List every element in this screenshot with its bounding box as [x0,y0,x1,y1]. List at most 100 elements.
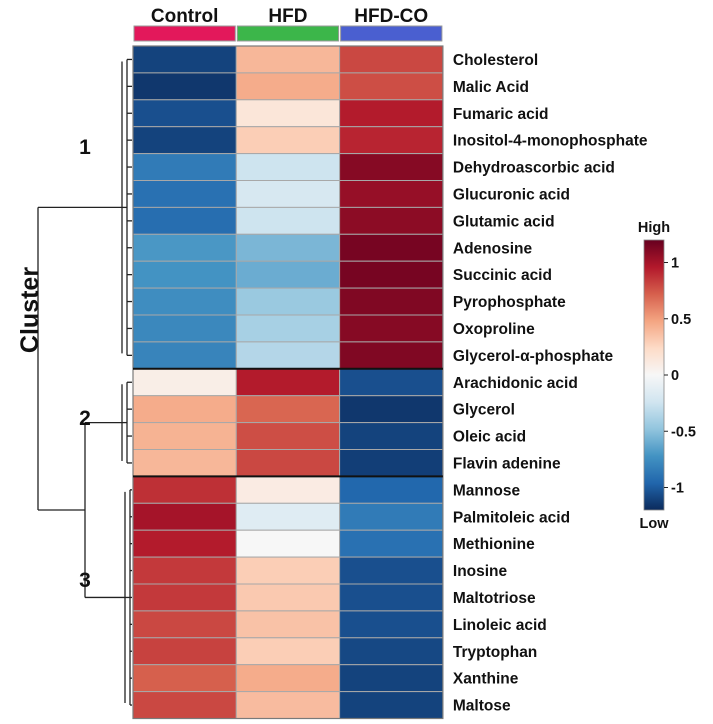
heatmap-cell [132,368,237,397]
heatmap-cell [235,664,341,693]
cluster-labels: 1 2 3 [79,136,91,592]
heatmap-cell [132,45,237,74]
heatmap-cell [339,691,444,719]
row-label: Linoleic acid [453,617,547,634]
heatmap-cell [235,153,341,182]
color-legend: 1 0.5 0 -0.5 -1 High Low [638,220,696,532]
heatmap-cell [132,691,237,719]
heatmap-cell [339,583,444,612]
heatmap-cell [132,449,237,477]
heatmap-cell [235,45,341,74]
heatmap-cell [339,395,444,424]
row-label: Maltose [453,698,511,715]
heatmap-border [132,45,444,720]
legend-high-label: High [638,220,670,236]
heatmap-cell [132,314,237,343]
row-label: Palmitoleic acid [453,509,570,526]
heatmap-cell [235,233,341,262]
cluster-number: 1 [79,136,91,159]
heatmap-cell [339,45,444,74]
cluster-number: 2 [79,407,91,430]
column-label: HFD [268,6,307,27]
heatmap-cell [132,72,237,101]
heatmap-cell [339,502,444,531]
heatmap-cell [132,583,237,612]
cluster-number: 3 [79,569,91,592]
heatmap-cell [235,691,341,719]
heatmap-cell [339,422,444,451]
row-label: Succinic acid [453,267,552,284]
heatmap-cell [339,341,444,370]
row-label: Xanthine [453,671,519,688]
heatmap-cell [132,153,237,182]
legend-tick-label: -1 [671,481,684,497]
heatmap-cell [132,99,237,128]
heatmap-cell [235,260,341,289]
heatmap-cell [339,180,444,208]
heatmap-cell [339,233,444,262]
heatmap-cell [339,664,444,693]
row-label: Cholesterol [453,52,538,69]
legend-tick-label: 0.5 [671,312,691,328]
heatmap-cell [235,341,341,370]
legend-tick-label: 0 [671,368,679,384]
heatmap-cell [339,368,444,397]
heatmap-cell [132,341,237,370]
heatmap-cell [132,664,237,693]
heatmap-cell [339,206,444,235]
column-label: Control [151,6,219,27]
heatmap-cell [235,502,341,531]
heatmap-cell [235,99,341,128]
heatmap-cell [132,260,237,289]
column-bar-3 [340,25,443,42]
row-label: Pyrophosphate [453,294,566,311]
row-label: Glycerol [453,402,515,419]
heatmap-cell [132,180,237,208]
legend-color-bar [643,239,665,511]
heatmap-cell [132,233,237,262]
heatmap-cell [235,368,341,397]
heatmap-cell [235,395,341,424]
row-label: Inosine [453,563,508,580]
heatmap-cell [339,529,444,558]
heatmap-cell [235,206,341,235]
heatmap-cell [235,449,341,477]
legend-tick-label: -0.5 [671,424,696,440]
heatmap-cell [339,126,444,155]
legend-low-label: Low [640,516,670,532]
row-label: Oleic acid [453,429,526,446]
row-label: Fumaric acid [453,106,549,123]
heatmap-cell [132,502,237,531]
heatmap-cell [132,610,237,639]
row-labels: Cholesterol Malic Acid Fumaric acid Inosito… [453,52,648,715]
heatmap-cell [235,126,341,155]
heatmap-cell [235,637,341,666]
heatmap-cell [235,475,341,504]
column-group-bars [133,25,443,42]
heatmap-cell [339,449,444,477]
heatmap-cell [339,314,444,343]
heatmap-cell [235,180,341,208]
row-label: Dehydroascorbic acid [453,160,615,177]
column-bar-1 [133,25,236,42]
row-label: Oxoproline [453,321,535,338]
heatmap-cell [339,153,444,182]
column-label: HFD-CO [354,6,428,27]
heatmap-cell [339,99,444,128]
heatmap-cell [235,556,341,585]
row-label: Malic Acid [453,79,529,96]
heatmap-cell [339,610,444,639]
legend-tick-label: 1 [671,256,679,272]
heatmap-cell [132,422,237,451]
row-label: Glutamic acid [453,213,555,230]
row-label: Tryptophan [453,644,537,661]
row-label: Arachidonic acid [453,375,578,392]
row-label: Flavin adenine [453,455,561,472]
row-label: Maltotriose [453,590,536,607]
row-label: Adenosine [453,240,533,257]
heatmap-cells [132,45,444,720]
heatmap-cell [339,72,444,101]
heatmap-cell [235,422,341,451]
column-labels: Control HFD HFD-CO [151,6,428,27]
